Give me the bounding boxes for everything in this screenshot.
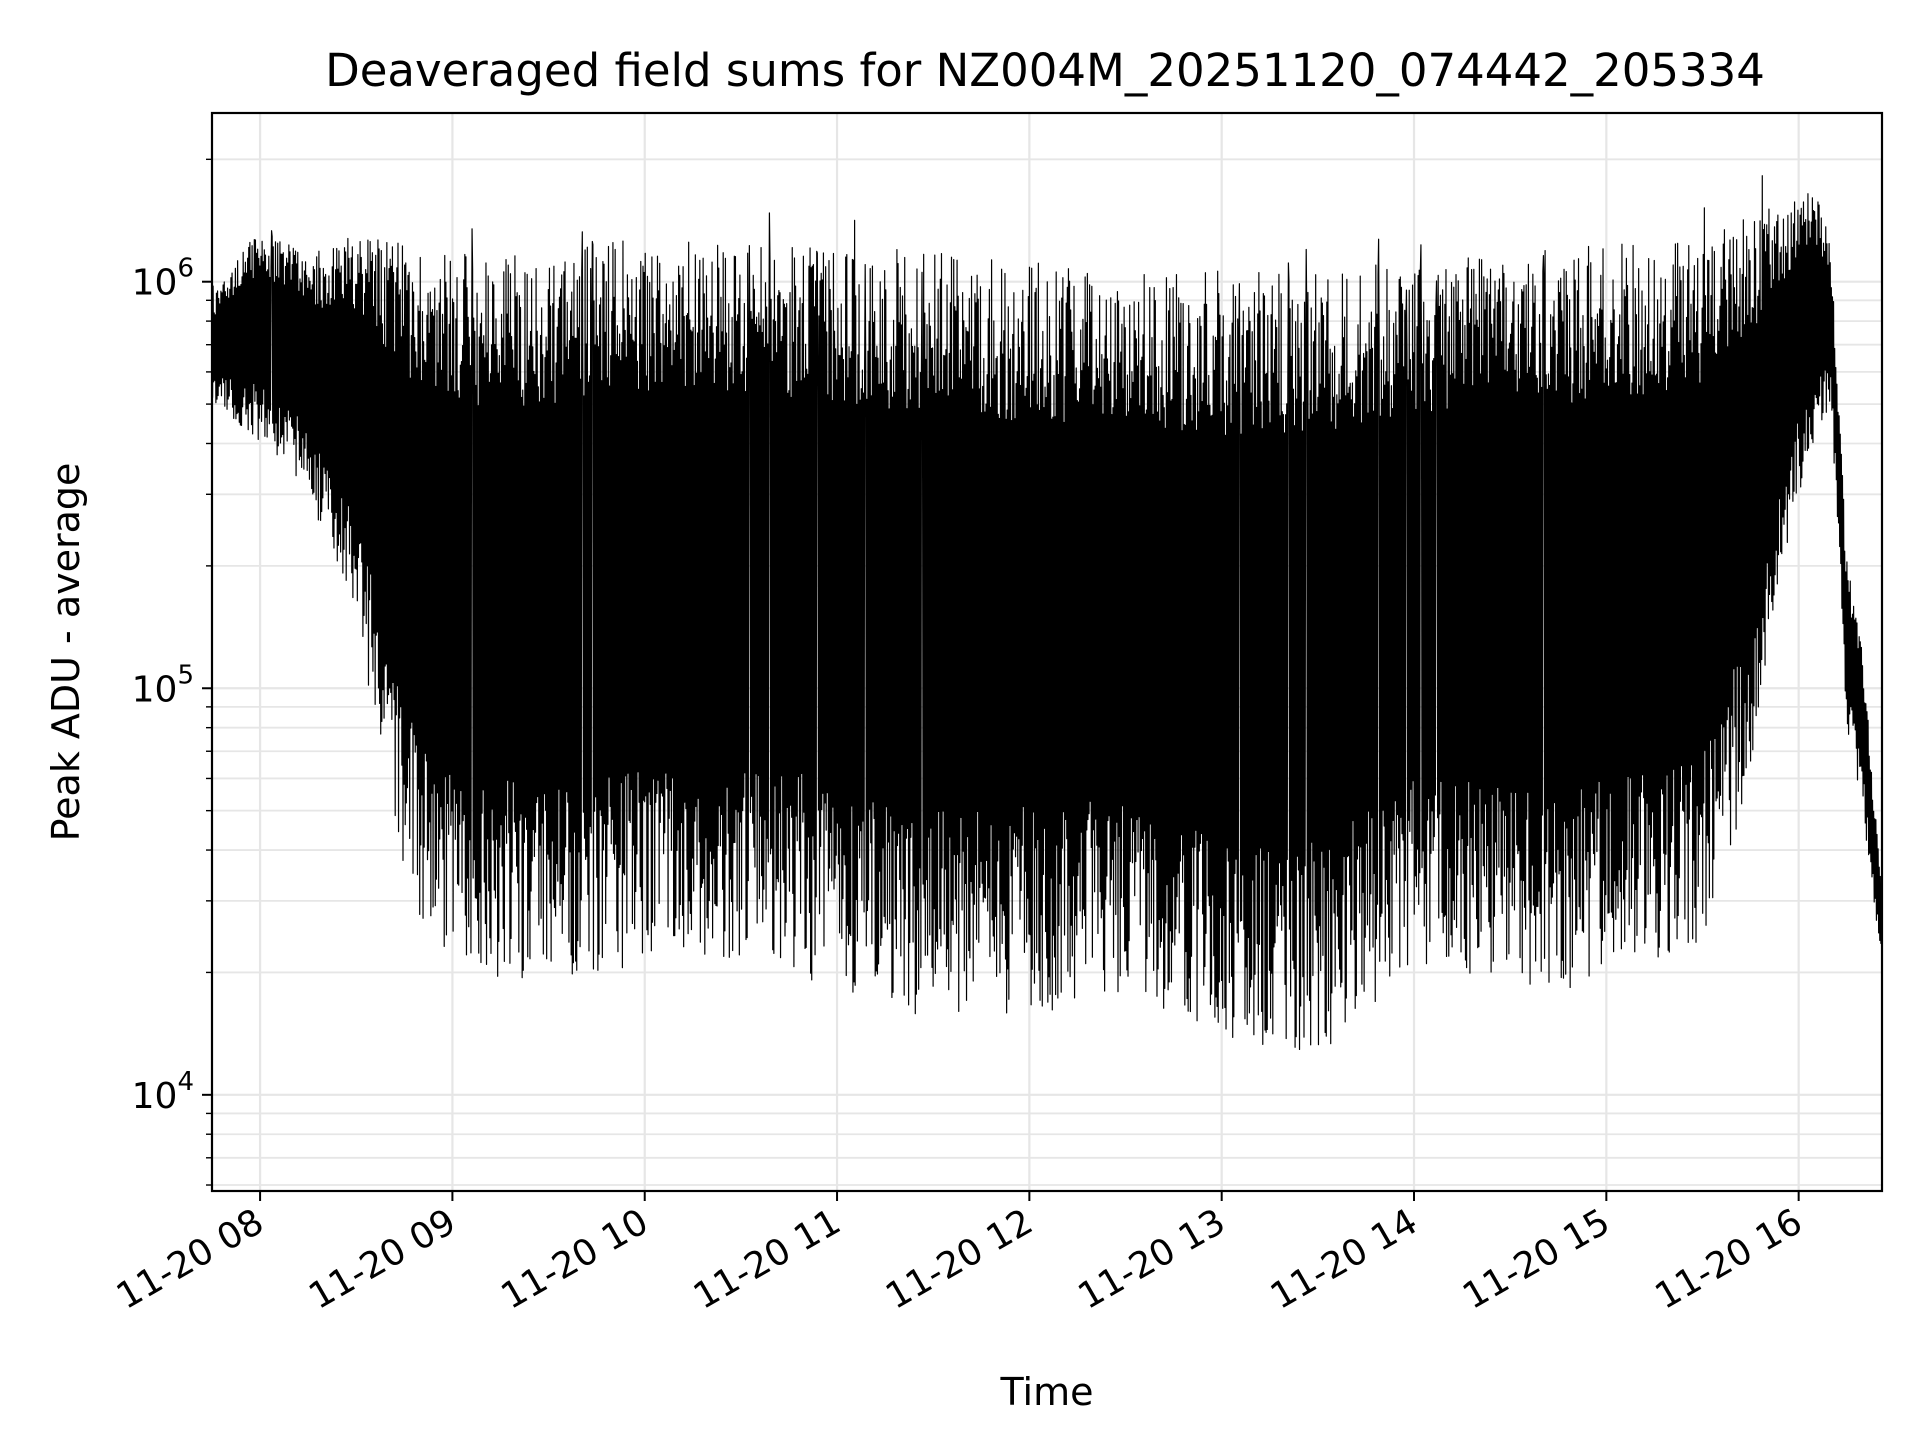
y-tick-label: 105 (132, 660, 194, 710)
chart-title: Deaveraged field sums for NZ004M_2025112… (325, 44, 1765, 97)
y-tick-base: 10 (132, 669, 178, 710)
y-axis-label: Peak ADU - average (44, 463, 88, 842)
x-axis-label: Time (1000, 1370, 1094, 1414)
x-axis: 11-20 08 11-20 09 11-20 10 11-20 11 11-20 12… (110, 1191, 1809, 1318)
y-tick-label: 106 (132, 254, 194, 304)
y-tick-exp: 4 (177, 1067, 194, 1097)
x-tick-label: 11-20 15 (1456, 1201, 1617, 1317)
x-tick-label: 11-20 09 (302, 1201, 463, 1317)
y-tick-exp: 6 (177, 254, 194, 284)
y-tick-base: 10 (132, 1076, 178, 1117)
x-tick-label: 11-20 13 (1072, 1201, 1233, 1317)
x-tick-label: 11-20 16 (1648, 1201, 1809, 1317)
data-series (211, 175, 1883, 1051)
x-tick-label: 11-20 08 (110, 1201, 271, 1317)
plot-frame (210, 111, 1884, 1193)
y-tick-base: 10 (132, 263, 178, 304)
y-tick-exp: 5 (177, 660, 194, 690)
x-tick-label: 11-20 11 (687, 1201, 848, 1317)
y-tick-label: 104 (132, 1067, 194, 1117)
x-tick-label: 11-20 14 (1264, 1201, 1425, 1317)
x-tick-label: 11-20 10 (495, 1201, 656, 1317)
x-tick-label: 11-20 12 (879, 1201, 1040, 1317)
series-line (211, 175, 1883, 1051)
